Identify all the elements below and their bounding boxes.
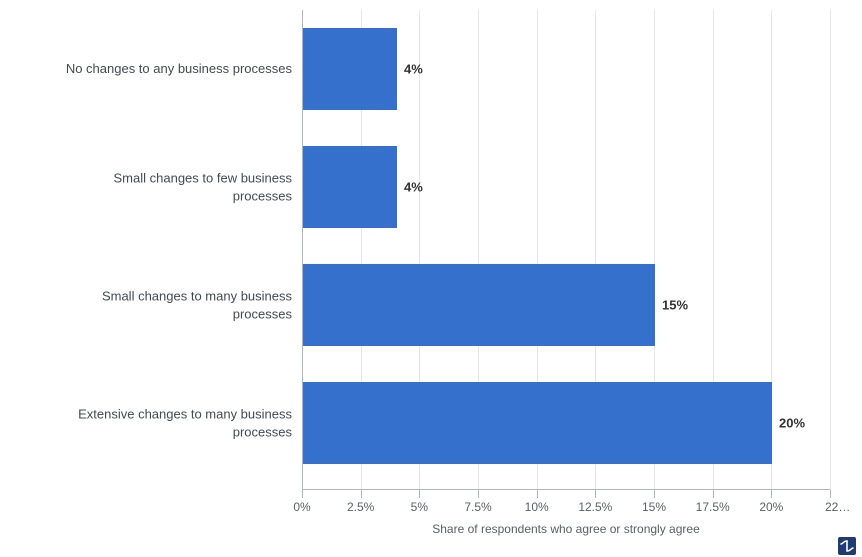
bar <box>303 146 397 228</box>
x-tick-label: 17.5% <box>696 500 730 514</box>
x-tick <box>713 490 714 498</box>
x-tick <box>595 490 596 498</box>
x-tick <box>830 490 831 498</box>
value-label: 4% <box>404 180 423 195</box>
x-tick <box>478 490 479 498</box>
x-tick-label: 12.5% <box>578 500 612 514</box>
x-tick <box>654 490 655 498</box>
x-tick-label: 5% <box>411 500 428 514</box>
statista-logo-icon[interactable] <box>838 537 856 555</box>
bar <box>303 264 655 346</box>
x-axis-title: Share of respondents who agree or strong… <box>302 522 830 536</box>
category-label: Small changes to many business processes <box>52 287 292 322</box>
value-label: 20% <box>779 416 805 431</box>
bar <box>303 28 397 110</box>
value-label: 4% <box>404 62 423 77</box>
bar <box>303 382 772 464</box>
x-tick <box>419 490 420 498</box>
x-tick-label: 2.5% <box>347 500 374 514</box>
plot-area: 4% 4% 15% 20% <box>302 10 830 490</box>
x-tick <box>361 490 362 498</box>
category-label: No changes to any business processes <box>52 60 292 78</box>
x-tick <box>771 490 772 498</box>
y-axis-line <box>302 10 303 490</box>
x-tick <box>537 490 538 498</box>
x-tick-label: 15% <box>642 500 666 514</box>
x-tick-label: 22… <box>825 500 850 514</box>
y-axis-labels: No changes to any business processes Sma… <box>0 0 302 490</box>
x-tick-label: 0% <box>293 500 310 514</box>
bar-chart: No changes to any business processes Sma… <box>0 0 862 557</box>
x-tick <box>302 490 303 498</box>
value-label: 15% <box>662 298 688 313</box>
x-axis-ticks: 0% 2.5% 5% 7.5% 10% 12.5% 15% 17.5% 20% … <box>302 490 830 520</box>
gridline <box>830 10 831 490</box>
x-tick-label: 10% <box>525 500 549 514</box>
category-label: Extensive changes to many business proce… <box>52 405 292 440</box>
category-label: Small changes to few business processes <box>52 169 292 204</box>
x-tick-label: 20% <box>759 500 783 514</box>
x-tick-label: 7.5% <box>464 500 491 514</box>
